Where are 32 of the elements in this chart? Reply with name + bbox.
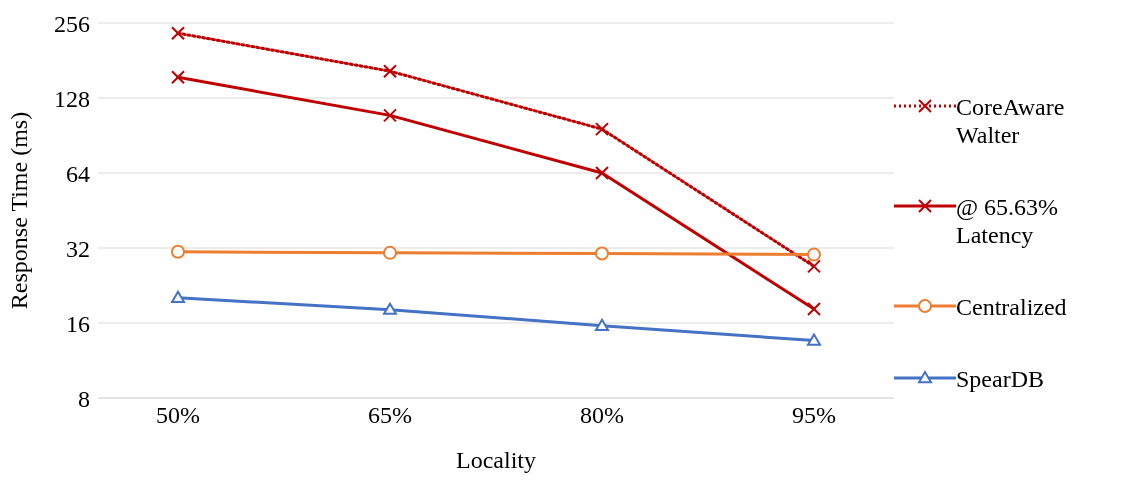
y-tick-label: 8 (78, 385, 90, 412)
y-tick-label: 256 (54, 10, 90, 37)
x-axis-title: Locality (456, 447, 536, 473)
y-axis-title: Response Time (ms) (5, 111, 32, 310)
x-tick-label: 95% (792, 402, 836, 429)
y-tick-label: 64 (66, 160, 90, 187)
point (595, 318, 609, 331)
legend-label: SpearDB (956, 365, 1045, 393)
y-tick-label: 32 (66, 235, 90, 262)
x-tick-label: 65% (368, 402, 412, 429)
point (595, 122, 609, 137)
x-tick-label: 80% (580, 402, 624, 429)
point (383, 64, 397, 79)
point (171, 70, 185, 85)
point (595, 246, 609, 261)
point (171, 244, 185, 259)
y-tick-label: 16 (66, 310, 90, 337)
point (807, 333, 821, 346)
point (383, 302, 397, 315)
point (171, 290, 185, 303)
point (171, 26, 185, 41)
point (807, 259, 821, 274)
legend-label: @ 65.63% Latency (956, 193, 1060, 249)
point (807, 302, 821, 317)
legend-label: Centralized (956, 293, 1068, 321)
x-tick-label: 50% (156, 402, 200, 429)
point (595, 166, 609, 180)
point (383, 108, 397, 123)
point (383, 245, 397, 260)
y-tick-label: 128 (54, 85, 90, 112)
legend-label: CoreAware Walter (956, 93, 1066, 149)
point (807, 247, 821, 262)
